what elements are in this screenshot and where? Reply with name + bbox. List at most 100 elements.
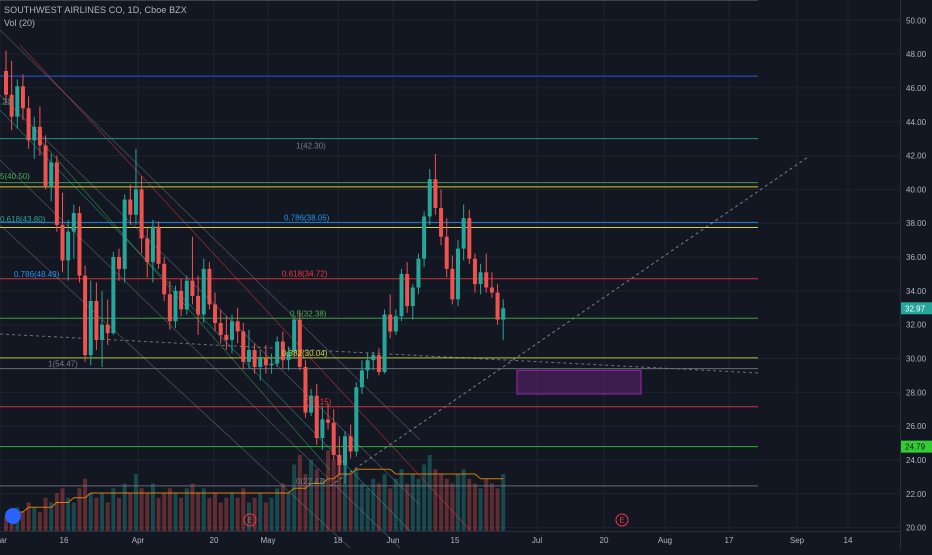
candle-body — [393, 316, 398, 332]
x-tick-label: 18 — [334, 536, 343, 545]
time-axis-border — [0, 531, 900, 532]
y-tick-label: 40.00 — [906, 185, 927, 194]
volume-bar — [388, 488, 393, 531]
candle-body — [382, 314, 387, 373]
candle-body — [405, 273, 410, 307]
volume-bar — [94, 497, 99, 531]
volume-bar — [37, 512, 42, 531]
y-tick-label: 28.00 — [906, 388, 927, 397]
volume-bar — [60, 488, 65, 531]
y-tick-label: 42.00 — [906, 152, 927, 161]
volume-bar — [439, 474, 444, 531]
volume-bar — [501, 474, 506, 531]
y-tick-label: 32.00 — [906, 321, 927, 330]
earnings-marker — [243, 513, 257, 527]
fib-label: 1(54.47) — [48, 360, 78, 369]
volume-bar — [348, 474, 353, 531]
volume-bar — [162, 493, 167, 531]
fib-label: (27.15) — [306, 398, 332, 407]
candle-body — [331, 422, 336, 455]
volume-bar — [20, 512, 25, 531]
candle-body — [427, 179, 432, 217]
x-tick-label: May — [260, 536, 275, 545]
fib-trend-line — [329, 156, 809, 487]
volume-bar — [54, 493, 59, 531]
candle-body — [9, 94, 14, 117]
candle-body — [88, 301, 93, 356]
candle-body — [100, 324, 105, 340]
volume-bar — [371, 478, 376, 531]
candle-body — [484, 272, 489, 288]
trend-line — [0, 159, 401, 549]
volume-bar — [489, 483, 494, 531]
volume-bar — [456, 474, 460, 531]
y-tick-label: 34.00 — [906, 287, 927, 296]
candle-body — [32, 126, 37, 141]
y-tick-label: 30.00 — [906, 355, 927, 364]
volume-bar — [128, 493, 133, 531]
volume-bar — [190, 483, 195, 531]
tradingview-logo-icon — [5, 508, 21, 524]
y-tick-label: 20.00 — [906, 524, 927, 533]
candle-body — [83, 275, 88, 356]
candle-body — [71, 213, 76, 232]
volume-bar — [71, 502, 76, 531]
volume-bar — [399, 469, 404, 531]
candle-body — [49, 162, 54, 187]
y-tick-label: 44.00 — [906, 118, 927, 127]
x-tick-label: 15 — [451, 536, 460, 545]
y-tick-label: 22.00 — [906, 490, 927, 499]
volume-bar — [252, 497, 257, 531]
candle-body — [37, 126, 42, 146]
volume-ma-line — [6, 468, 504, 513]
candle-body — [371, 355, 376, 361]
candle-body — [224, 334, 229, 340]
volume-bar — [224, 497, 229, 531]
volume-bar — [26, 502, 31, 531]
volume-bar — [484, 478, 489, 531]
volume-bar — [280, 483, 285, 531]
candle-body — [179, 290, 184, 310]
candle-body — [410, 287, 415, 307]
candle-body — [303, 366, 308, 413]
volume-bar — [139, 488, 144, 531]
candle-body — [501, 308, 506, 320]
y-tick-label: 50.00 — [906, 16, 927, 25]
volume-bar — [235, 497, 240, 531]
candle-body — [235, 321, 240, 332]
volume-bar — [343, 464, 347, 531]
volume-bar — [179, 497, 184, 531]
candle-body — [359, 370, 364, 388]
candle-body — [201, 268, 206, 315]
y-tick-label: 46.00 — [906, 84, 927, 93]
candle-body — [207, 268, 212, 305]
candle-body — [326, 419, 331, 423]
x-tick-label: Jul — [532, 536, 542, 545]
x-tick-label: 16 — [60, 536, 69, 545]
candle-body — [43, 145, 48, 187]
candle-body — [337, 454, 342, 466]
candle-body — [354, 387, 359, 452]
candle-body — [128, 199, 133, 215]
candle-body — [105, 324, 110, 334]
candle-body — [388, 314, 393, 332]
candle-body — [162, 263, 167, 295]
volume-bar — [4, 516, 8, 531]
candle-body — [444, 236, 449, 269]
candle-body — [4, 71, 8, 95]
candle-body — [280, 341, 285, 361]
volume-bar — [359, 483, 364, 531]
volume-bar — [246, 502, 251, 531]
symbol-title: SOUTHWEST AIRLINES CO, 1D, Cboe BZX — [4, 5, 187, 15]
candle-body — [20, 86, 25, 109]
candle-body — [269, 363, 274, 366]
volume-bar — [275, 488, 280, 531]
fib-label: 5(40.50) — [0, 172, 30, 181]
volume-bar — [184, 488, 189, 531]
candle-body — [292, 319, 297, 352]
volume-bar — [156, 497, 161, 531]
target-zone — [516, 369, 642, 395]
volume-bar — [88, 493, 93, 531]
